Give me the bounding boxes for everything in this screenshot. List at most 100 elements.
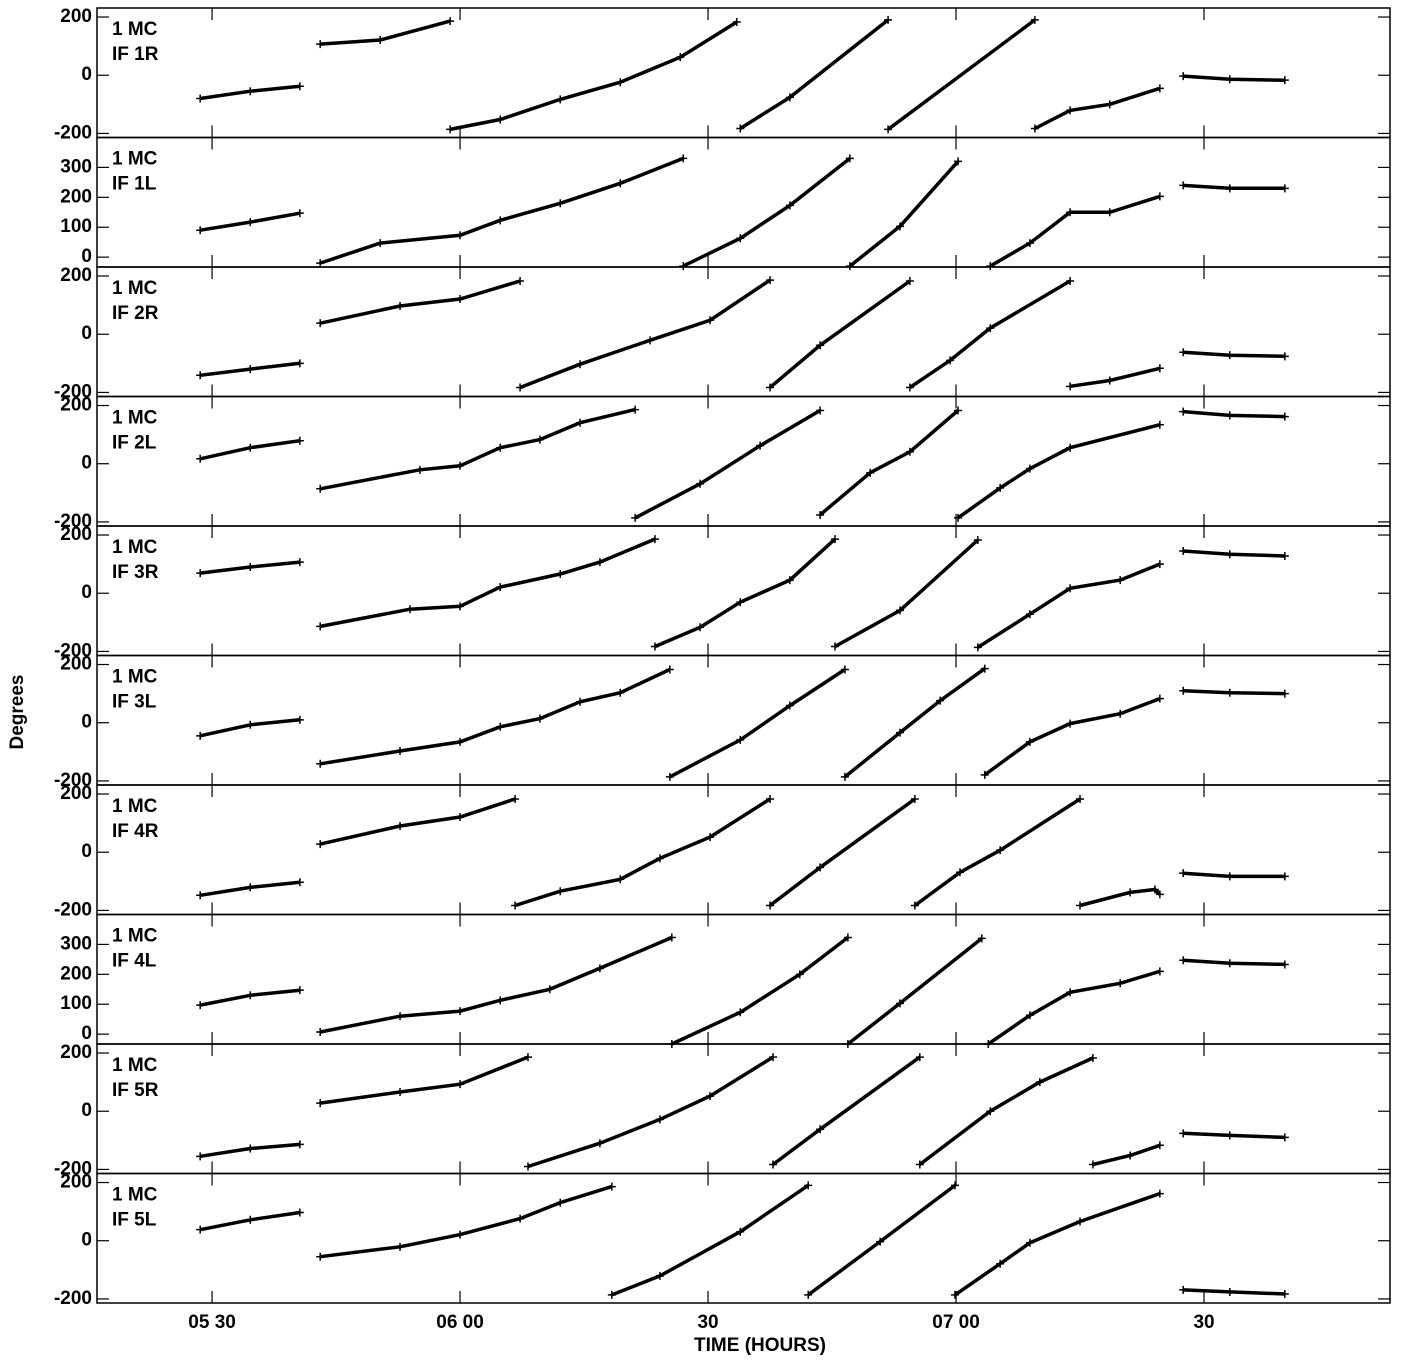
data-point xyxy=(1066,276,1075,285)
data-point xyxy=(1225,351,1234,360)
data-point xyxy=(1179,869,1188,878)
data-point xyxy=(736,1227,745,1236)
data-point xyxy=(1066,988,1075,997)
data-point xyxy=(816,341,825,350)
data-point xyxy=(496,216,505,225)
data-point xyxy=(804,1290,813,1299)
data-point xyxy=(1179,1285,1188,1294)
data-point xyxy=(446,17,455,26)
data-point xyxy=(980,770,989,779)
data-point xyxy=(840,772,849,781)
data-point xyxy=(496,443,505,452)
data-point xyxy=(866,468,875,477)
y-tick-label: -200 xyxy=(54,770,92,791)
data-point xyxy=(650,642,659,651)
data-point xyxy=(696,479,705,488)
data-point xyxy=(376,36,385,45)
y-tick-label: 200 xyxy=(60,783,92,804)
data-point xyxy=(556,1198,565,1207)
data-point xyxy=(396,1012,405,1021)
data-point xyxy=(1126,888,1135,897)
data-point xyxy=(977,934,986,943)
data-point xyxy=(595,964,604,973)
data-point xyxy=(556,570,565,579)
x-axis-label: TIME (HOURS) xyxy=(694,1335,826,1356)
panel-label: IF 5R xyxy=(112,1080,159,1101)
data-point xyxy=(1155,890,1164,899)
data-point xyxy=(951,1290,960,1299)
data-point xyxy=(769,1160,778,1169)
y-tick-label: 0 xyxy=(81,246,92,267)
data-point xyxy=(986,1107,995,1116)
data-point xyxy=(785,201,794,210)
data-point xyxy=(785,701,794,710)
data-point xyxy=(895,999,904,1008)
data-point xyxy=(955,868,964,877)
data-point xyxy=(905,383,914,392)
data-point xyxy=(936,696,945,705)
data-point xyxy=(196,891,205,900)
data-point xyxy=(1150,885,1159,894)
data-point xyxy=(1116,709,1125,718)
data-point xyxy=(895,222,904,231)
data-point xyxy=(1225,872,1234,881)
data-point xyxy=(973,643,982,652)
data-point xyxy=(954,406,963,415)
data-point xyxy=(679,154,688,163)
data-point xyxy=(535,435,544,444)
data-point xyxy=(696,623,705,632)
y-tick-label: 300 xyxy=(60,933,92,954)
data-point xyxy=(1155,694,1164,703)
data-point xyxy=(736,735,745,744)
data-point xyxy=(884,125,893,134)
data-point xyxy=(316,40,325,49)
data-point xyxy=(804,1181,813,1190)
data-point xyxy=(196,454,205,463)
panel-label: 1 MC xyxy=(112,667,158,688)
data-point xyxy=(607,1182,616,1191)
data-point xyxy=(1280,76,1289,85)
data-point xyxy=(1225,184,1234,193)
data-point xyxy=(665,665,674,674)
data-point xyxy=(246,883,255,892)
data-point xyxy=(706,833,715,842)
data-point xyxy=(396,746,405,755)
data-point xyxy=(1155,560,1164,569)
data-point xyxy=(1066,382,1075,391)
data-point xyxy=(631,513,640,522)
data-point xyxy=(295,558,304,567)
data-point xyxy=(1126,1151,1135,1160)
phase-line xyxy=(199,156,1285,268)
data-point xyxy=(876,1237,885,1246)
panel-label: 1 MC xyxy=(112,1055,158,1076)
data-point xyxy=(535,714,544,723)
data-point xyxy=(456,1080,465,1089)
y-tick-label: 200 xyxy=(60,265,92,286)
data-point xyxy=(816,863,825,872)
panel-label: 1 MC xyxy=(112,537,158,558)
data-point xyxy=(316,1099,325,1108)
data-point xyxy=(1066,208,1075,217)
data-point xyxy=(1225,75,1234,84)
panel-label: IF 3R xyxy=(112,562,159,583)
y-tick-label: 0 xyxy=(81,841,92,862)
data-point xyxy=(516,276,525,285)
data-point xyxy=(1225,411,1234,420)
data-point xyxy=(1066,106,1075,115)
data-point xyxy=(496,722,505,731)
data-point xyxy=(1088,1160,1097,1169)
panel-label: IF 2L xyxy=(112,433,157,454)
panel-frame xyxy=(96,136,1391,268)
data-point xyxy=(1066,584,1075,593)
data-point xyxy=(996,846,1005,855)
data-point xyxy=(316,484,325,493)
data-point xyxy=(246,1215,255,1224)
x-tick-label: 07 00 xyxy=(932,1312,980,1333)
data-point xyxy=(1179,686,1188,695)
data-point xyxy=(1155,364,1164,373)
y-tick-label: 200 xyxy=(60,395,92,416)
data-point xyxy=(1105,100,1114,109)
data-point xyxy=(196,1152,205,1161)
data-point xyxy=(1179,547,1188,556)
